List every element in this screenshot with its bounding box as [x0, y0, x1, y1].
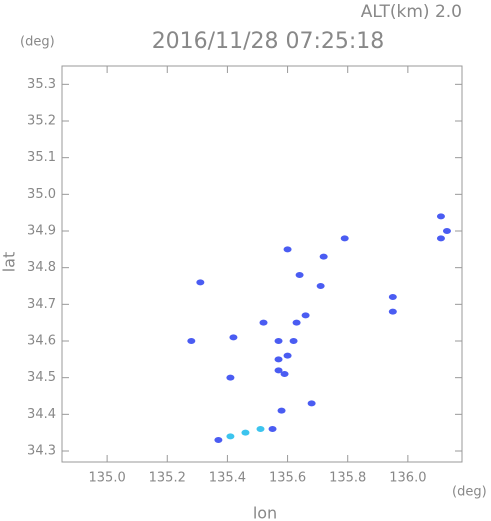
x-axis-label: lon — [253, 504, 277, 521]
echo-point — [436, 235, 445, 242]
echo-point — [241, 429, 250, 436]
y-tick-label: 34.9 — [27, 224, 56, 239]
x-tick-label: 135.4 — [209, 471, 246, 486]
echo-point — [289, 338, 298, 344]
y-tick-label: 35.2 — [27, 114, 56, 129]
echo-point — [295, 272, 304, 278]
echo-point — [442, 228, 451, 234]
echo-point — [307, 400, 316, 407]
y-tick-label: 34.3 — [27, 444, 56, 459]
x-tick-label: 135.0 — [89, 471, 126, 486]
echo-point — [226, 433, 235, 440]
echo-point — [340, 235, 349, 242]
echo-point — [214, 437, 223, 443]
y-unit: (deg) — [20, 35, 55, 50]
y-tick-label: 35.0 — [27, 187, 56, 202]
echo-point — [196, 279, 205, 286]
echo-point — [268, 426, 277, 432]
altitude-label: ALT(km) 2.0 — [361, 2, 462, 22]
echo-point — [319, 253, 328, 260]
x-tick-label: 135.2 — [149, 471, 186, 486]
echo-point — [436, 213, 445, 220]
echo-point — [229, 334, 238, 341]
y-tick-label: 35.1 — [27, 150, 56, 165]
x-tick-label: 135.8 — [329, 471, 366, 486]
echo-point — [280, 371, 289, 377]
echo-point — [274, 367, 283, 374]
echo-point — [277, 407, 286, 414]
echo-point — [283, 246, 292, 253]
y-tick-label: 34.7 — [27, 297, 56, 312]
echo-point — [292, 319, 301, 326]
x-tick-label: 135.6 — [269, 471, 306, 486]
chart-title: 2016/11/28 07:25:18 — [152, 29, 385, 54]
x-tick-label: 136.0 — [389, 471, 426, 486]
echo-point — [283, 352, 292, 359]
echo-point — [388, 308, 397, 315]
echo-point — [259, 319, 268, 326]
echo-point — [274, 356, 283, 363]
echo-point — [187, 338, 196, 344]
echo-point — [256, 426, 265, 432]
y-tick-label: 35.3 — [27, 77, 56, 92]
echo-point — [316, 283, 325, 289]
y-tick-label: 34.6 — [27, 334, 56, 349]
x-unit: (deg) — [452, 485, 487, 500]
plot-frame — [61, 65, 463, 463]
y-tick-label: 34.5 — [27, 370, 56, 385]
echo-point — [301, 312, 310, 319]
y-axis-label: lat — [0, 252, 19, 273]
y-tick-label: 34.4 — [27, 407, 56, 422]
echo-point — [274, 338, 283, 344]
y-tick-label: 34.8 — [27, 260, 56, 275]
echo-point — [226, 374, 235, 381]
echo-point — [388, 294, 397, 300]
